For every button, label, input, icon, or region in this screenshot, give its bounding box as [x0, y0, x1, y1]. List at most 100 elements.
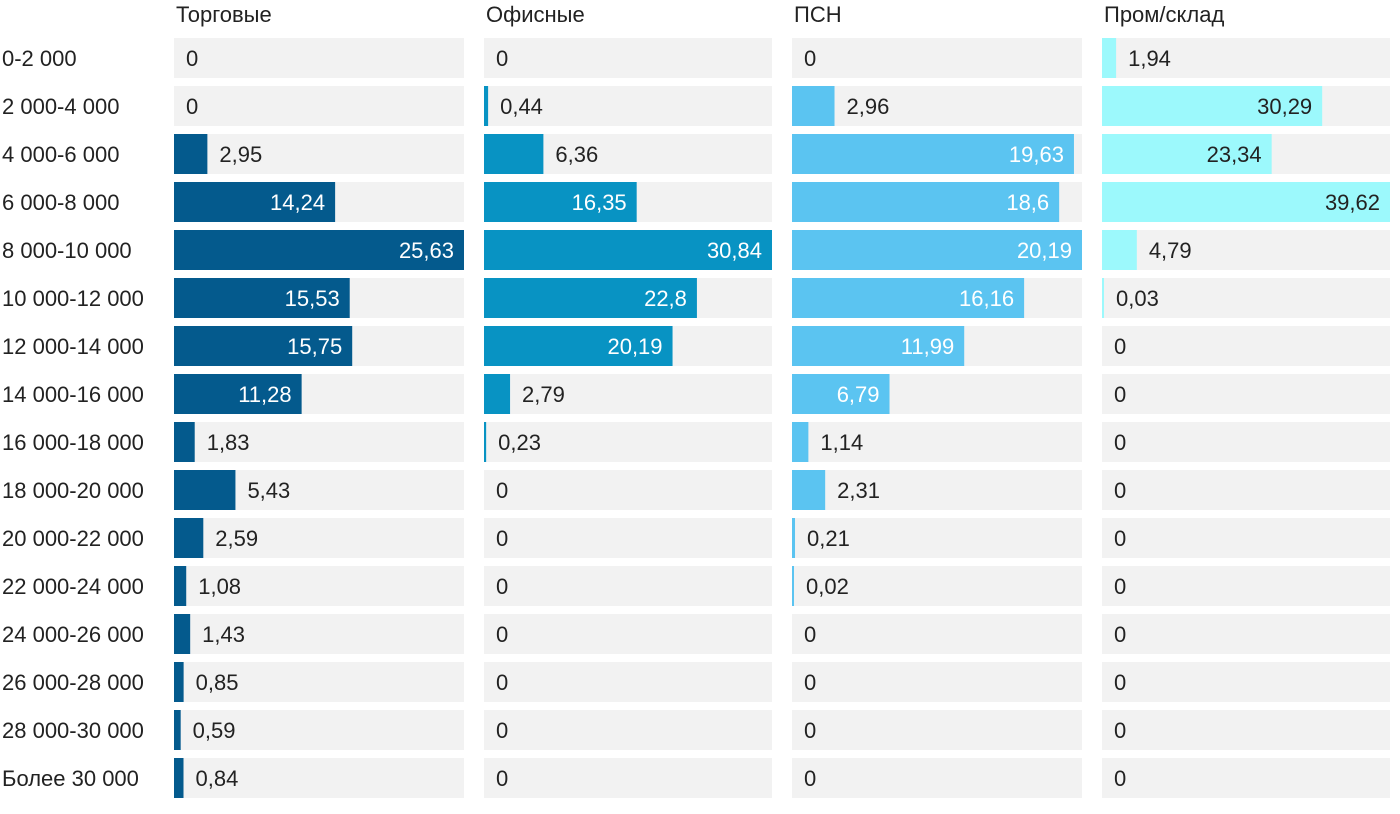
bar: [174, 230, 464, 270]
data-label: 16,35: [572, 190, 627, 215]
category-label: 22 000-24 000: [2, 574, 144, 599]
data-label: 0,85: [196, 670, 239, 695]
data-label: 0: [496, 718, 508, 743]
bar: [1102, 86, 1323, 126]
category-label: 6 000-8 000: [2, 190, 119, 215]
bar-track: [792, 614, 1082, 654]
data-label: 0: [1114, 766, 1126, 791]
data-label: 0: [186, 94, 198, 119]
bar: [1102, 278, 1104, 318]
bar: [174, 758, 184, 798]
data-label: 0: [1114, 478, 1126, 503]
data-label: 0: [804, 718, 816, 743]
category-label: 18 000-20 000: [2, 478, 144, 503]
bar: [174, 422, 195, 462]
category-label: 2 000-4 000: [2, 94, 119, 119]
bar: [484, 422, 487, 462]
bar: [1102, 134, 1272, 174]
bar-track: [792, 758, 1082, 798]
category-label: 4 000-6 000: [2, 142, 119, 167]
data-label: 0: [496, 622, 508, 647]
bar-track: [174, 614, 464, 654]
category-label: 14 000-16 000: [2, 382, 144, 407]
bar: [792, 182, 1060, 222]
bar-track: [484, 758, 772, 798]
data-label: 0: [1114, 382, 1126, 407]
data-label: 0: [186, 46, 198, 71]
data-label: 25,63: [399, 238, 454, 263]
bar: [174, 182, 336, 222]
category-label: 20 000-22 000: [2, 526, 144, 551]
data-label: 0: [496, 574, 508, 599]
bar-track: [1102, 518, 1390, 558]
data-label: 0: [1114, 430, 1126, 455]
data-label: 14,24: [270, 190, 325, 215]
bar-track: [484, 710, 772, 750]
panel-title: ПСН: [794, 2, 842, 27]
data-label: 11,28: [238, 382, 291, 407]
bar-track: [792, 422, 1082, 462]
data-label: 0: [804, 670, 816, 695]
data-label: 0: [496, 46, 508, 71]
data-label: 0: [496, 670, 508, 695]
bar: [792, 518, 796, 558]
bar-track: [484, 374, 772, 414]
bar-track: [792, 470, 1082, 510]
category-label: 28 000-30 000: [2, 718, 144, 743]
bar: [484, 230, 772, 270]
bar-track: [1102, 566, 1390, 606]
bar-track: [1102, 422, 1390, 462]
category-label: 0-2 000: [2, 46, 77, 71]
panel-title: Торговые: [176, 2, 272, 27]
bar-track: [174, 662, 464, 702]
data-label: 1,14: [820, 430, 863, 455]
panel-title: Пром/склад: [1104, 2, 1224, 27]
bar-track: [1102, 662, 1390, 702]
data-label: 11,99: [901, 334, 954, 359]
bar-track: [792, 86, 1082, 126]
bar-track: [1102, 278, 1390, 318]
bar: [792, 230, 1082, 270]
data-label: 4,79: [1149, 238, 1192, 263]
data-label: 0: [496, 766, 508, 791]
bar-track: [792, 710, 1082, 750]
data-label: 6,36: [555, 142, 598, 167]
category-label: 8 000-10 000: [2, 238, 132, 263]
data-label: 1,94: [1128, 46, 1171, 71]
bar-track: [792, 38, 1082, 78]
bar-track: [174, 566, 464, 606]
data-label: 2,59: [215, 526, 258, 551]
data-label: 23,34: [1207, 142, 1262, 167]
bar-track: [1102, 374, 1390, 414]
data-label: 0: [804, 46, 816, 71]
bar-track: [484, 566, 772, 606]
bar-track: [1102, 710, 1390, 750]
data-label: 1,43: [202, 622, 245, 647]
bar-track: [1102, 326, 1390, 366]
bar: [484, 182, 637, 222]
category-label: 24 000-26 000: [2, 622, 144, 647]
data-label: 22,8: [644, 286, 687, 311]
bar-track: [792, 662, 1082, 702]
data-label: 0: [804, 766, 816, 791]
bar-track: [484, 662, 772, 702]
panel-title: Офисные: [486, 2, 585, 27]
bar-track: [484, 470, 772, 510]
bar: [792, 422, 809, 462]
bar-track: [174, 518, 464, 558]
bar: [174, 566, 187, 606]
bar-track: [174, 134, 464, 174]
data-label: 39,62: [1325, 190, 1380, 215]
data-label: 2,95: [219, 142, 262, 167]
data-label: 30,29: [1257, 94, 1312, 119]
bar-track: [174, 422, 464, 462]
bar: [174, 278, 350, 318]
data-label: 30,84: [707, 238, 762, 263]
bar: [792, 566, 794, 606]
data-label: 0,59: [193, 718, 236, 743]
bar: [792, 86, 835, 126]
data-label: 6,79: [837, 382, 880, 407]
bar: [484, 134, 544, 174]
bar-track: [484, 38, 772, 78]
data-label: 2,79: [522, 382, 565, 407]
